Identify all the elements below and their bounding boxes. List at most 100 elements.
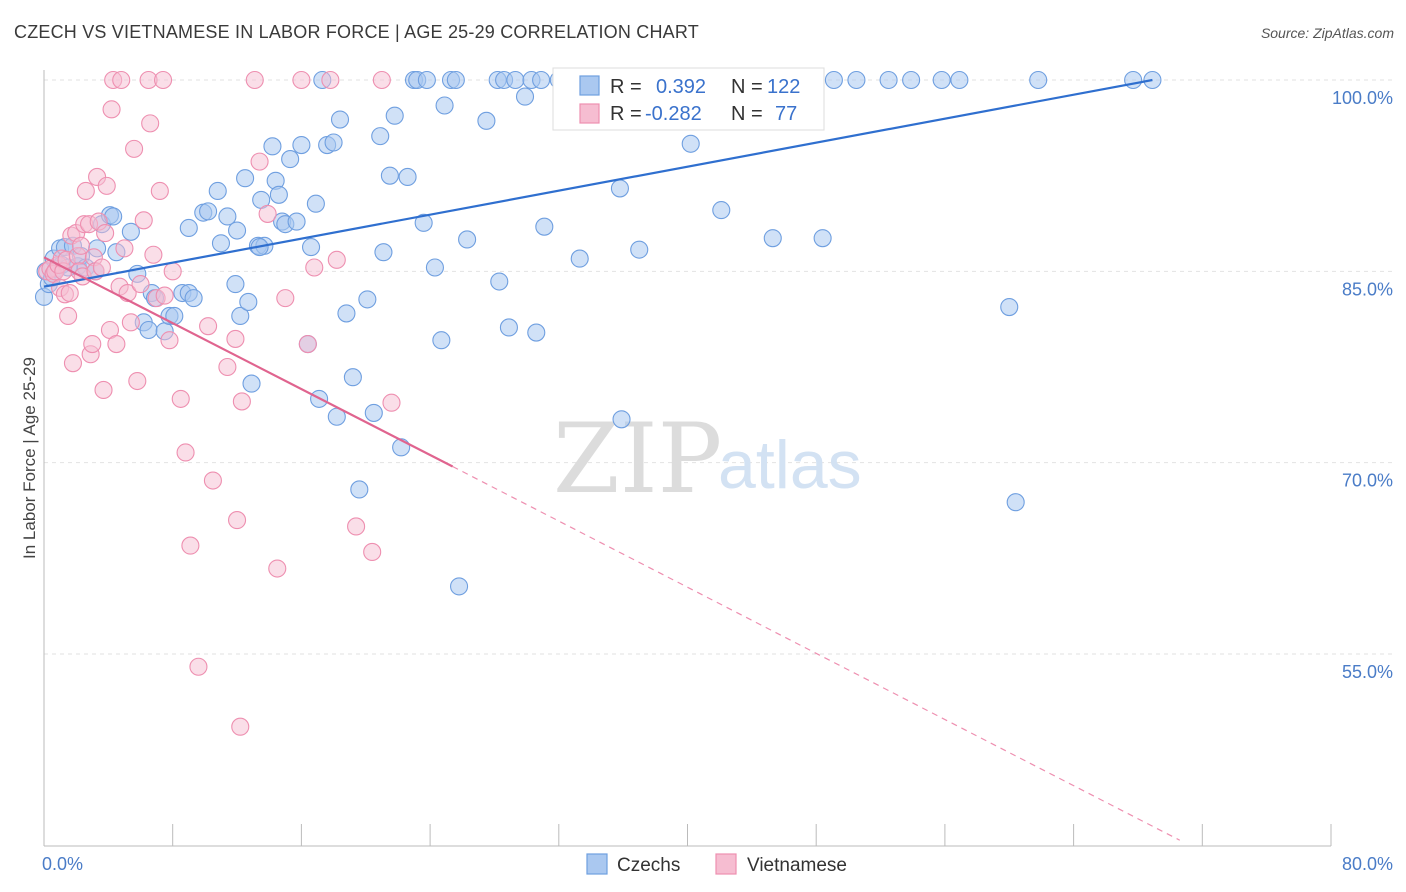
y-axis-label: In Labor Force | Age 25-29 <box>20 357 39 559</box>
czechs-point <box>385 106 404 125</box>
czechs-point <box>813 229 832 248</box>
vietnamese-point <box>153 70 173 90</box>
vietnamese-point <box>150 181 169 201</box>
vietnamese-point <box>327 250 346 269</box>
czechs-point <box>380 166 399 185</box>
legend-czechs-n-value: 122 <box>767 76 800 98</box>
vietnamese-point <box>131 275 150 294</box>
legend-czechs-n-label: N = <box>731 76 763 98</box>
czechs-point <box>446 70 465 90</box>
vietnamese-point <box>189 657 208 676</box>
czechs-point <box>228 221 247 240</box>
legend-czechs-r-label: R = <box>610 76 642 98</box>
czechs-point <box>374 243 393 262</box>
vietnamese-point <box>141 114 160 133</box>
czechs-point <box>477 111 496 130</box>
czechs-point <box>414 213 433 232</box>
czechs-point <box>425 258 444 277</box>
czechs-trend-line <box>43 78 1153 288</box>
czechs-point <box>330 110 350 129</box>
vietnamese-point <box>134 211 153 230</box>
czechs-point <box>1124 70 1143 90</box>
czechs-point <box>208 181 227 201</box>
vietnamese-point <box>144 245 163 264</box>
czechs-point <box>532 70 551 90</box>
vietnamese-point <box>94 380 113 400</box>
czechs-point <box>302 238 321 257</box>
legend-vietnamese-r-label: R = <box>610 103 642 125</box>
vietnamese-point <box>102 100 121 119</box>
czechs-point <box>712 201 731 220</box>
vietnamese-point <box>382 393 401 412</box>
czechs-point <box>432 331 451 350</box>
czechs-point <box>269 185 288 204</box>
legend-bottom-czechs-swatch <box>586 853 608 875</box>
czechs-point <box>287 212 306 231</box>
czechs-point <box>527 323 546 342</box>
czechs-point <box>417 70 436 90</box>
y-tick-labels: 100.0% 85.0% 70.0% 55.0% <box>1332 88 1393 682</box>
vietnamese-point <box>96 224 115 243</box>
vietnamese-point <box>125 139 144 158</box>
czechs-point <box>612 410 631 429</box>
vietnamese-point <box>305 258 324 277</box>
legend-vietnamese-n-label: N = <box>731 103 763 125</box>
vietnamese-point <box>199 317 218 336</box>
legend-stats: R = 0.392 N = 122 R = -0.282 N = 77 <box>552 67 825 131</box>
czechs-point <box>306 194 325 213</box>
legend-vietnamese-n-value: 77 <box>775 103 797 125</box>
y-tick-label: 55.0% <box>1342 662 1393 682</box>
vietnamese-point <box>71 236 91 255</box>
x-tick-max: 80.0% <box>1342 854 1393 874</box>
vietnamese-point <box>226 329 245 348</box>
vietnamese-point <box>76 181 95 201</box>
vietnamese-point <box>228 511 247 530</box>
czechs-point <box>242 374 261 393</box>
legend-vietnamese-r-value: -0.282 <box>645 103 702 125</box>
czechs-point <box>371 127 390 146</box>
czechs-point <box>681 134 700 153</box>
axes <box>43 70 1332 847</box>
czechs-point <box>506 70 525 90</box>
vietnamese-point <box>218 357 237 377</box>
vietnamese-point <box>268 559 287 578</box>
vietnamese-point <box>128 371 147 391</box>
watermark: ZIP atlas <box>553 403 862 515</box>
czechs-point <box>211 234 231 253</box>
czechs-point <box>824 70 843 90</box>
vietnamese-point <box>97 176 116 195</box>
czechs-point <box>570 249 589 268</box>
czechs-point <box>630 240 649 259</box>
czechs-point <box>139 320 158 340</box>
czechs-point <box>932 70 951 90</box>
czechs-point <box>763 229 782 248</box>
czechs-point <box>392 438 411 457</box>
czechs-point <box>358 290 377 309</box>
vietnamese-trend-extension <box>452 465 1181 841</box>
vietnamese-point <box>363 542 382 562</box>
czechs-point <box>398 167 417 186</box>
czechs-point <box>343 368 362 387</box>
czechs-point <box>239 292 258 311</box>
czechs-point <box>490 272 509 291</box>
czechs-point <box>218 207 237 226</box>
trend-lines <box>43 78 1181 841</box>
czechs-point <box>1006 493 1025 512</box>
czechs-point <box>515 87 535 106</box>
czechs-point <box>292 136 311 155</box>
vietnamese-point <box>155 286 174 305</box>
vietnamese-point <box>107 334 126 354</box>
vietnamese-point <box>245 70 264 90</box>
czechs-point <box>450 577 469 596</box>
vietnamese-point <box>181 536 200 555</box>
vietnamese-point <box>298 334 317 354</box>
vietnamese-point <box>160 331 179 350</box>
source-label: Source: ZipAtlas.com <box>1260 25 1394 41</box>
czechs-point <box>499 318 518 337</box>
vietnamese-point <box>347 517 366 536</box>
vietnamese-point <box>83 334 102 354</box>
czechs-point <box>281 150 300 169</box>
series-vietnamese <box>38 70 401 736</box>
vietnamese-point <box>163 262 182 281</box>
watermark-atlas: atlas <box>718 427 862 503</box>
